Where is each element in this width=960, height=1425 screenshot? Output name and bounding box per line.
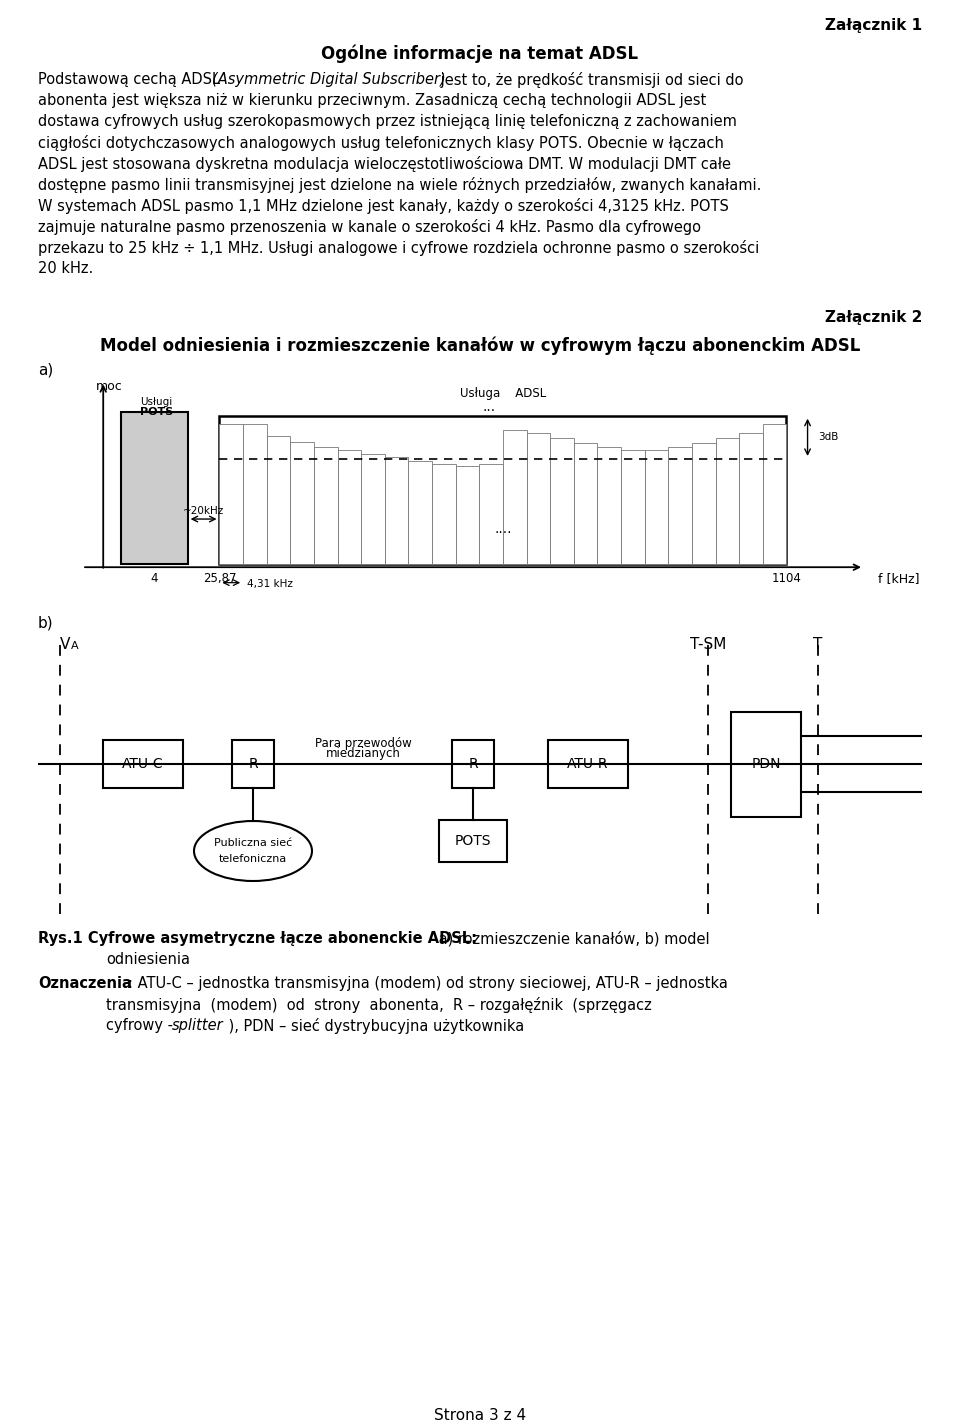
Bar bbox=[220, 416, 786, 564]
Bar bbox=[645, 450, 668, 564]
Text: Strona 3 z 4: Strona 3 z 4 bbox=[434, 1408, 526, 1424]
Bar bbox=[597, 447, 621, 564]
Text: ADSL jest stosowana dyskretna modulacja wieloczęstotliwościowa DMT. W modulacji : ADSL jest stosowana dyskretna modulacja … bbox=[38, 155, 731, 172]
Text: Usługi: Usługi bbox=[140, 398, 173, 408]
Bar bbox=[290, 442, 314, 564]
Bar bbox=[621, 450, 645, 564]
Text: 20 kHz.: 20 kHz. bbox=[38, 261, 93, 276]
Bar bbox=[763, 425, 786, 564]
Bar bbox=[232, 740, 274, 788]
Text: 1104: 1104 bbox=[772, 573, 802, 586]
Bar bbox=[526, 433, 550, 564]
Text: jest to, że prędkość transmisji od sieci do: jest to, że prędkość transmisji od sieci… bbox=[436, 73, 743, 88]
Text: POTS: POTS bbox=[140, 406, 174, 416]
Text: dostępne pasmo linii transmisyjnej jest dzielone na wiele różnych przedziałów, z: dostępne pasmo linii transmisyjnej jest … bbox=[38, 177, 761, 192]
Text: 25,87: 25,87 bbox=[203, 573, 236, 586]
Text: R: R bbox=[468, 757, 478, 771]
Text: telefoniczna: telefoniczna bbox=[219, 854, 287, 864]
Bar bbox=[439, 819, 507, 862]
Text: abonenta jest większa niż w kierunku przeciwnym. Zasadniczą cechą technologii AD: abonenta jest większa niż w kierunku prz… bbox=[38, 93, 707, 108]
Text: a): a) bbox=[38, 362, 53, 378]
Text: splitter: splitter bbox=[172, 1017, 224, 1033]
Text: a) rozmieszczenie kanałów, b) model: a) rozmieszczenie kanałów, b) model bbox=[434, 931, 709, 946]
Text: POTS: POTS bbox=[455, 834, 492, 848]
Text: zajmuje naturalne pasmo przenoszenia w kanale o szerokości 4 kHz. Pasmo dla cyfr: zajmuje naturalne pasmo przenoszenia w k… bbox=[38, 219, 701, 235]
Text: Ogólne informacje na temat ADSL: Ogólne informacje na temat ADSL bbox=[322, 44, 638, 63]
Text: b): b) bbox=[38, 616, 54, 630]
Text: V: V bbox=[60, 637, 70, 653]
Text: Model odniesienia i rozmieszczenie kanałów w cyfrowym łączu abonenckim ADSL: Model odniesienia i rozmieszczenie kanał… bbox=[100, 336, 860, 355]
Bar bbox=[408, 460, 432, 564]
Bar bbox=[220, 425, 243, 564]
Bar bbox=[121, 412, 188, 564]
Text: ...: ... bbox=[482, 400, 495, 415]
Text: R: R bbox=[249, 757, 258, 771]
Bar bbox=[574, 443, 597, 564]
Bar bbox=[314, 447, 338, 564]
Bar bbox=[361, 453, 385, 564]
Bar bbox=[338, 450, 361, 564]
Bar bbox=[267, 436, 290, 564]
Text: Załącznik 1: Załącznik 1 bbox=[825, 19, 922, 33]
Bar bbox=[385, 457, 408, 564]
Text: f [kHz]: f [kHz] bbox=[878, 573, 920, 586]
Bar bbox=[243, 425, 267, 564]
Text: (Asymmetric Digital Subscriber): (Asymmetric Digital Subscriber) bbox=[212, 73, 445, 87]
Text: ~20kHz: ~20kHz bbox=[183, 506, 225, 516]
Text: ), PDN – sieć dystrybucyjna użytkownika: ), PDN – sieć dystrybucyjna użytkownika bbox=[224, 1017, 524, 1035]
Text: : ATU-C – jednostka transmisyjna (modem) od strony sieciowej, ATU-R – jednostka: : ATU-C – jednostka transmisyjna (modem)… bbox=[128, 976, 728, 990]
Text: Usługa    ADSL: Usługa ADSL bbox=[460, 388, 546, 400]
Text: cyfrowy -: cyfrowy - bbox=[106, 1017, 178, 1033]
Text: przekazu to 25 kHz ÷ 1,1 MHz. Usługi analogowe i cyfrowe rozdziela ochronne pasm: przekazu to 25 kHz ÷ 1,1 MHz. Usługi ana… bbox=[38, 239, 759, 256]
Text: T: T bbox=[813, 637, 823, 653]
Text: odniesienia: odniesienia bbox=[106, 952, 190, 968]
Text: transmisyjna  (modem)  od  strony  abonenta,  R – rozgałęźnik  (sprzęgacz: transmisyjna (modem) od strony abonenta,… bbox=[106, 997, 652, 1013]
Bar bbox=[432, 465, 456, 564]
Bar bbox=[103, 740, 183, 788]
Bar bbox=[548, 740, 628, 788]
Bar bbox=[550, 439, 574, 564]
Bar bbox=[739, 433, 763, 564]
Text: T-SM: T-SM bbox=[690, 637, 726, 653]
Ellipse shape bbox=[194, 821, 312, 881]
Bar bbox=[479, 465, 503, 564]
Text: ATU-R: ATU-R bbox=[567, 757, 609, 771]
Text: Para przewodów: Para przewodów bbox=[315, 737, 412, 750]
Bar bbox=[715, 439, 739, 564]
Text: Rys.1 Cyfrowe asymetryczne łącze abonenckie ADSL:: Rys.1 Cyfrowe asymetryczne łącze abonenc… bbox=[38, 931, 477, 946]
Text: dostawa cyfrowych usług szerokopasmowych przez istniejącą linię telefoniczną z z: dostawa cyfrowych usług szerokopasmowych… bbox=[38, 114, 737, 130]
Text: Podstawową cechą ADSL: Podstawową cechą ADSL bbox=[38, 73, 225, 87]
Text: ....: .... bbox=[494, 523, 512, 536]
Text: Załącznik 2: Załącznik 2 bbox=[825, 311, 922, 325]
Bar bbox=[452, 740, 494, 788]
Text: W systemach ADSL pasmo 1,1 MHz dzielone jest kanały, każdy o szerokości 4,3125 k: W systemach ADSL pasmo 1,1 MHz dzielone … bbox=[38, 198, 729, 214]
Text: 4: 4 bbox=[151, 573, 158, 586]
Text: 3dB: 3dB bbox=[818, 432, 838, 442]
Text: Publiczna sieć: Publiczna sieć bbox=[214, 838, 292, 848]
Text: ATU-C: ATU-C bbox=[122, 757, 164, 771]
Bar bbox=[668, 447, 692, 564]
Bar bbox=[731, 711, 801, 817]
Bar bbox=[503, 429, 526, 564]
Text: 4,31 kHz: 4,31 kHz bbox=[247, 579, 293, 590]
Bar bbox=[692, 443, 715, 564]
Text: moc: moc bbox=[96, 379, 123, 393]
Text: ciągłości dotychczasowych analogowych usług telefonicznych klasy POTS. Obecnie w: ciągłości dotychczasowych analogowych us… bbox=[38, 135, 724, 151]
Bar bbox=[456, 466, 479, 564]
Text: PDN: PDN bbox=[752, 757, 780, 771]
Text: Oznaczenia: Oznaczenia bbox=[38, 976, 132, 990]
Text: A: A bbox=[71, 641, 79, 651]
Text: miedzianych: miedzianych bbox=[325, 747, 400, 760]
